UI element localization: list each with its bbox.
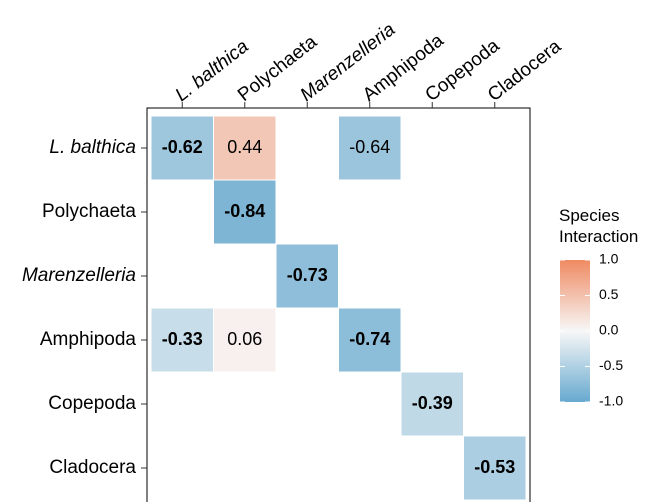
cell-label: 0.06 bbox=[227, 329, 262, 349]
cell bbox=[339, 308, 401, 372]
cell bbox=[151, 116, 213, 180]
cell bbox=[401, 372, 463, 436]
y-tick-label: Copepoda bbox=[48, 393, 136, 414]
cell bbox=[214, 116, 276, 180]
colorbar-tick-label: 0.0 bbox=[599, 322, 619, 338]
colorbar-tick-label: -1.0 bbox=[599, 393, 623, 409]
y-tick-label: L. balthica bbox=[49, 137, 136, 158]
cell bbox=[214, 180, 276, 244]
cell-label: -0.39 bbox=[412, 393, 453, 413]
cell-label: -0.33 bbox=[162, 329, 203, 349]
cell-label: -0.62 bbox=[162, 137, 203, 157]
y-tick-label: Amphipoda bbox=[40, 329, 137, 350]
cell-label: -0.74 bbox=[349, 329, 390, 349]
cell bbox=[214, 308, 276, 372]
cell-label: -0.84 bbox=[224, 201, 265, 221]
cell-label: -0.73 bbox=[287, 265, 328, 285]
cell bbox=[276, 244, 338, 308]
cell bbox=[339, 116, 401, 180]
legend-title: Species Interaction bbox=[559, 206, 639, 246]
colorbar-tick-label: 0.5 bbox=[599, 286, 619, 302]
cell-label: -0.53 bbox=[474, 457, 515, 477]
cell-label: 0.44 bbox=[227, 137, 262, 157]
cell bbox=[151, 308, 213, 372]
colorbar-tick-label: 1.0 bbox=[599, 251, 619, 267]
colorbar-tick-label: -0.5 bbox=[599, 357, 623, 373]
cell-label: -0.64 bbox=[349, 137, 390, 157]
cell bbox=[464, 436, 526, 500]
y-tick-label: Marenzelleria bbox=[22, 265, 136, 286]
y-tick-label: Cladocera bbox=[49, 457, 136, 478]
y-tick-label: Polychaeta bbox=[42, 201, 136, 222]
panel-frame bbox=[146, 107, 531, 502]
